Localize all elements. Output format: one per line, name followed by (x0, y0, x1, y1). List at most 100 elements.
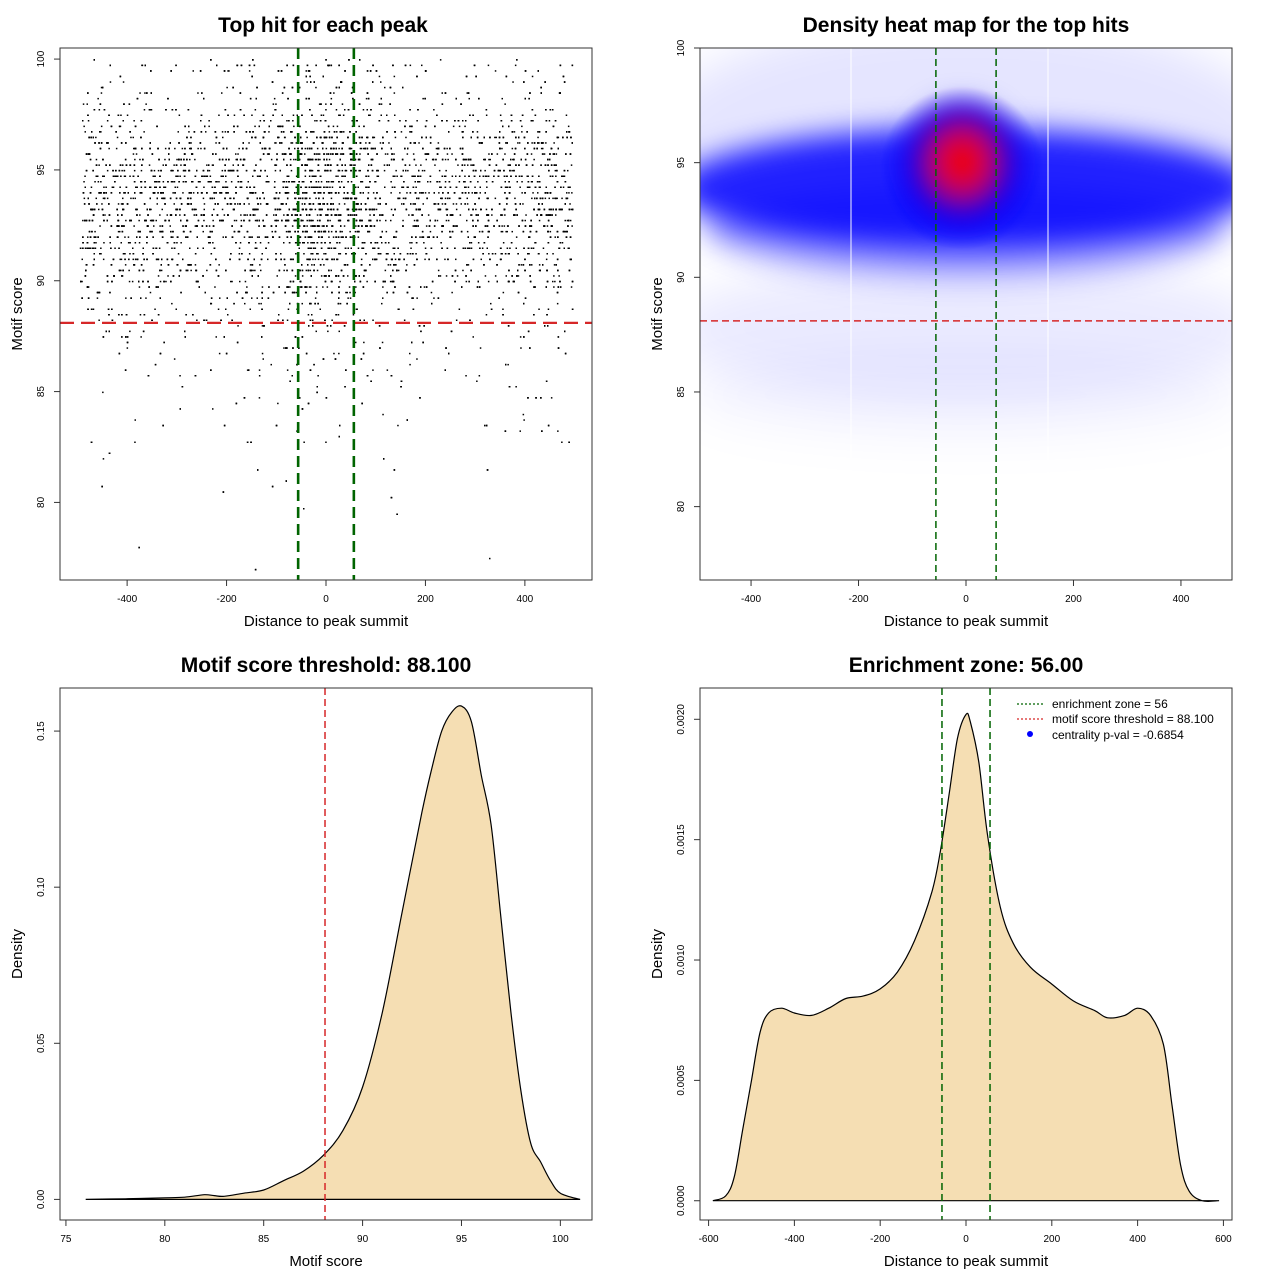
scatter-point (243, 214, 245, 216)
scatter-point (397, 424, 399, 427)
scatter-point (261, 147, 263, 150)
scatter-point (460, 203, 462, 205)
scatter-point (384, 86, 386, 89)
scatter-point (499, 114, 502, 116)
scatter-point (406, 192, 408, 194)
scatter-point (532, 192, 534, 194)
scatter-point (325, 153, 328, 155)
scatter-point (446, 147, 448, 150)
scatter-point (523, 419, 525, 421)
scatter-point (260, 302, 262, 305)
scatter-point (380, 103, 383, 105)
scatter-point (406, 264, 408, 266)
scatter-point (348, 286, 351, 288)
scatter-point (200, 147, 202, 150)
scatter-point (179, 375, 181, 377)
scatter-point (150, 208, 152, 211)
scatter-point (178, 114, 181, 116)
scatter-point (303, 253, 305, 255)
scatter-point (447, 219, 450, 222)
scatter-point (320, 275, 323, 277)
scatter-point (408, 164, 411, 166)
scatter-point (357, 247, 360, 249)
scatter-point (120, 258, 123, 261)
scatter-point (508, 253, 510, 255)
scatter-point (290, 142, 292, 144)
scatter-point (387, 264, 390, 266)
scatter-point (462, 131, 464, 133)
scatter-point (320, 214, 322, 216)
scatter-point (466, 219, 468, 222)
scatter-point (100, 125, 103, 128)
scatter-point (471, 192, 473, 194)
scatter-point (349, 297, 352, 299)
scatter-point (134, 197, 136, 200)
scatter-point (290, 169, 293, 172)
scatter-point (479, 347, 482, 349)
scatter-point (133, 120, 135, 122)
scatter-point (322, 286, 324, 288)
scatter-point (171, 181, 174, 183)
scatter-point (238, 247, 241, 249)
scatter-point (341, 169, 344, 172)
scatter-point (332, 181, 335, 183)
scatter-point (555, 175, 557, 177)
scatter-point (383, 164, 386, 166)
scatter-point (444, 158, 447, 161)
scatter-point (266, 175, 268, 177)
scatter-point (87, 286, 90, 288)
scatter-point (412, 203, 414, 205)
scatter-point (259, 264, 261, 266)
scatter-point (100, 86, 103, 89)
scatter-point (440, 242, 442, 244)
scatter-point (474, 186, 476, 188)
scatter-point (130, 136, 132, 139)
scatter-point (459, 214, 462, 216)
scatter-point (390, 181, 392, 183)
scatter-point (350, 181, 353, 183)
scatter-point (561, 197, 563, 200)
scatter-point (189, 158, 191, 161)
scatter-point (100, 181, 102, 183)
scatter-point (273, 97, 276, 100)
scatter-point (351, 236, 354, 238)
scatter-point (540, 147, 543, 150)
scatter-point (554, 169, 557, 172)
scatter-point (172, 236, 174, 238)
scatter-point (254, 214, 256, 216)
scatter-point (120, 114, 122, 116)
scatter-point (177, 264, 179, 266)
scatter-point (366, 136, 368, 139)
scatter-point (393, 75, 396, 78)
scatter-point (179, 214, 181, 216)
scatter-point (158, 247, 161, 249)
scatter-point (314, 297, 317, 299)
scatter-point (553, 142, 555, 144)
scatter-point (134, 158, 136, 161)
scatter-point (487, 64, 490, 67)
scatter-point (394, 258, 397, 261)
scatter-point (256, 175, 259, 177)
scatter-point (564, 219, 566, 222)
scatter-point (221, 208, 224, 211)
scatter-point (194, 225, 197, 227)
scatter-point (99, 225, 101, 227)
scatter-point (470, 214, 472, 216)
scatter-point (384, 153, 387, 155)
scatter-point (309, 269, 312, 272)
scatter-point (235, 158, 237, 161)
scatter-point (567, 169, 569, 172)
scatter-point (355, 341, 357, 344)
scatter-point (354, 164, 356, 166)
scatter-point (139, 314, 142, 316)
scatter-point (115, 147, 118, 150)
scatter-point (156, 203, 158, 205)
scatter-point (306, 81, 308, 83)
scatter-point (171, 302, 173, 305)
scatter-point (176, 236, 179, 238)
scatter-point (322, 203, 324, 205)
scatter-point (286, 369, 289, 371)
scatter-point (327, 247, 329, 249)
scatter-point (569, 203, 571, 205)
scatter-point (90, 186, 93, 188)
